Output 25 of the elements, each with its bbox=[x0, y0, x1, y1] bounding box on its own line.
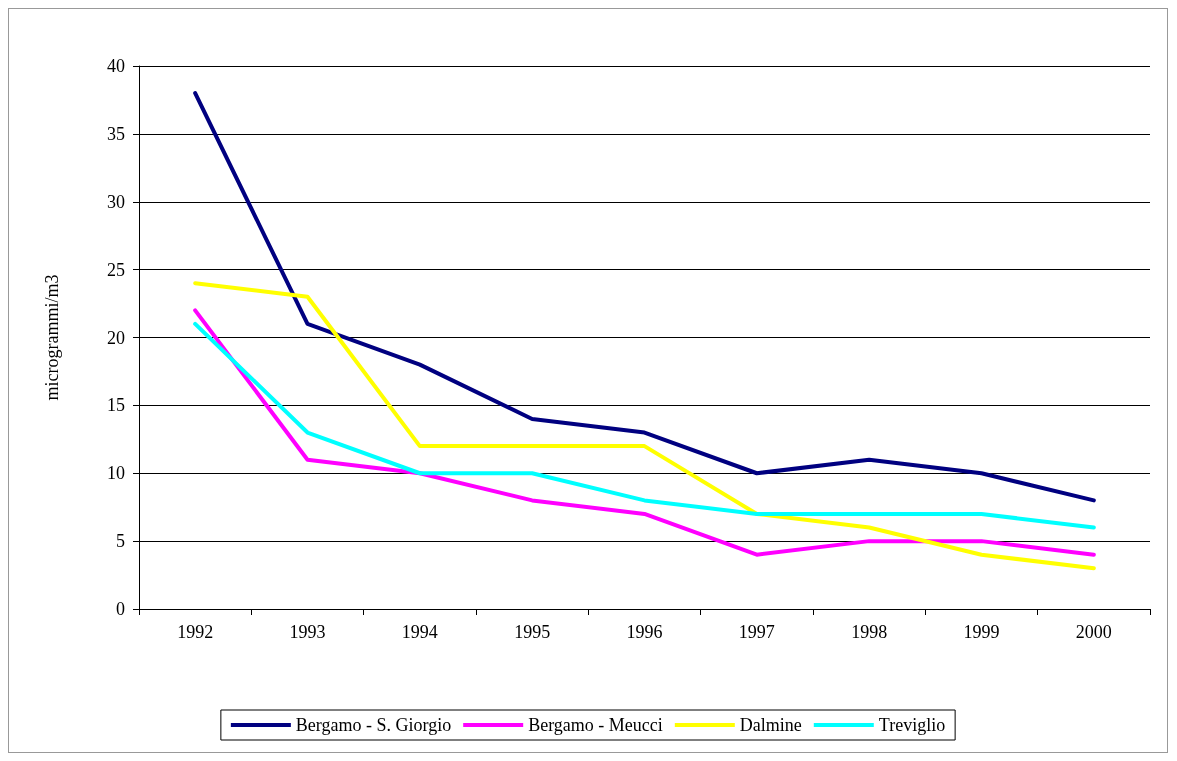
y-tick-label: 0 bbox=[116, 599, 125, 619]
legend-label: Dalmine bbox=[739, 715, 802, 735]
x-tick-label: 1997 bbox=[738, 622, 775, 642]
y-tick-label: 30 bbox=[107, 191, 125, 212]
x-tick-label: 1999 bbox=[963, 622, 1000, 642]
x-tick-label: 1992 bbox=[177, 622, 214, 642]
y-tick-label: 15 bbox=[107, 395, 125, 416]
legend-label: Bergamo - S. Giorgio bbox=[295, 715, 452, 735]
y-axis-title: microgrammi/m3 bbox=[42, 274, 62, 401]
line-series bbox=[193, 321, 1096, 530]
line-series bbox=[193, 91, 1096, 503]
x-tick-label: 1995 bbox=[514, 622, 551, 642]
y-tick-label: 20 bbox=[107, 327, 125, 348]
y-tick-label: 25 bbox=[107, 259, 125, 280]
y-tick-label: 10 bbox=[107, 463, 125, 484]
x-tick-label: 2000 bbox=[1075, 622, 1112, 642]
x-tick-label: 1994 bbox=[401, 622, 438, 642]
x-tick-label: 1993 bbox=[289, 622, 326, 642]
y-tick-label: 5 bbox=[116, 531, 125, 552]
x-tick-label: 1998 bbox=[851, 622, 888, 642]
y-tick-label: 35 bbox=[107, 123, 125, 144]
legend-label: Treviglio bbox=[878, 715, 946, 735]
y-tick-label: 40 bbox=[107, 56, 125, 76]
legend-label: Bergamo - Meucci bbox=[528, 715, 663, 735]
x-tick-label: 1996 bbox=[626, 622, 663, 642]
